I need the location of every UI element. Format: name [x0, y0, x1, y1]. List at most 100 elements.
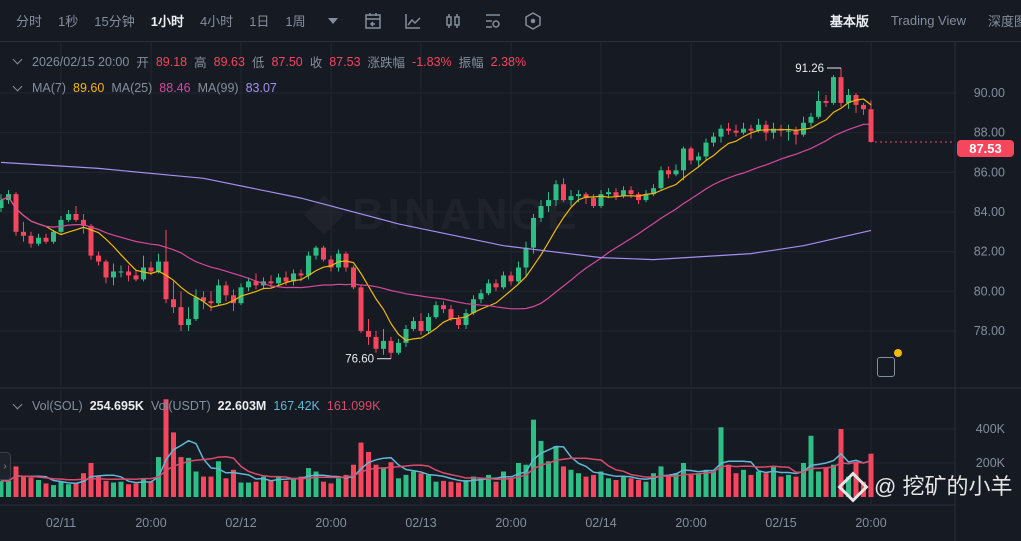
volume-bar	[418, 473, 424, 497]
candle-body	[561, 184, 566, 201]
interval-4h[interactable]: 4小时	[199, 14, 234, 29]
interval-1s[interactable]: 1秒	[58, 14, 79, 29]
candlestick-icon[interactable]	[444, 12, 462, 30]
amplitude-value: 2.38%	[490, 54, 527, 69]
volume-bar	[313, 471, 319, 497]
interval-1w[interactable]: 1周	[285, 14, 306, 29]
candle-body	[66, 213, 71, 220]
candle-body	[471, 299, 476, 314]
volume-bar	[531, 419, 536, 497]
candle-body	[13, 194, 19, 232]
volume-bar	[13, 466, 19, 497]
interval-1h[interactable]: 1小时	[150, 14, 184, 29]
candle-body	[838, 77, 844, 103]
candle-body	[568, 196, 574, 201]
volume-bar	[141, 478, 146, 497]
volume-bar	[403, 474, 409, 497]
volume-bar	[696, 473, 701, 497]
candle-body	[231, 295, 236, 304]
candle-body	[583, 194, 589, 199]
settings-filter-icon[interactable]	[484, 12, 502, 30]
volume-bar	[231, 469, 236, 497]
calendar-icon[interactable]	[364, 12, 382, 30]
tab-depth[interactable]: 深度图	[987, 14, 1021, 29]
volume-bar	[493, 481, 499, 497]
candle-body	[88, 225, 94, 256]
candle-body	[868, 109, 874, 142]
tab-trading-view[interactable]: Trading View	[890, 13, 966, 28]
candle-body	[456, 319, 461, 326]
candle-body	[178, 307, 184, 326]
interval-1d[interactable]: 1日	[249, 14, 270, 29]
price-tick-label: 86.00	[974, 165, 1005, 179]
candle-body	[643, 194, 649, 201]
candle-body	[433, 305, 439, 318]
volume-bar	[523, 464, 529, 497]
price-tick-label: 84.00	[974, 205, 1005, 219]
volume-bar	[216, 461, 221, 497]
close-value: 87.53	[329, 54, 361, 69]
volume-bar	[763, 473, 769, 497]
notes-icon[interactable]	[877, 349, 902, 377]
time-tick-label: 20:00	[495, 516, 526, 530]
change-label: 涨跌幅	[367, 56, 406, 70]
collapse-chevron-icon[interactable]	[12, 81, 23, 91]
candle-body	[403, 328, 409, 343]
time-tick-label: 20:00	[315, 516, 346, 530]
candle-body	[621, 190, 626, 197]
volume-bar	[621, 476, 626, 497]
volume-bar	[336, 478, 341, 497]
candle-body	[373, 336, 379, 349]
high-value: 89.63	[213, 54, 245, 69]
candle-body	[388, 340, 394, 353]
candle-body	[733, 130, 739, 133]
volume-bar	[658, 466, 664, 497]
candle-body	[598, 194, 604, 207]
volume-bar	[636, 480, 641, 497]
expand-panel-button[interactable]: ›	[0, 452, 11, 480]
volume-bar	[163, 399, 169, 497]
open-label: 开	[136, 56, 149, 70]
volume-bar	[111, 482, 116, 497]
vol-usdt-value: 22.603M	[217, 399, 267, 413]
candle-body	[156, 261, 161, 272]
volume-bar	[88, 463, 94, 497]
time-tick-label: 20:00	[855, 516, 886, 530]
volume-bar	[463, 480, 469, 497]
candle-body	[546, 200, 551, 207]
ma99-value: 83.07	[245, 81, 277, 95]
volume-bar	[298, 476, 304, 497]
ma25-value: 88.46	[159, 81, 191, 95]
volume-bar	[21, 476, 26, 497]
candle-body	[553, 184, 559, 201]
volume-bar	[771, 466, 776, 497]
volume-bar	[643, 481, 649, 497]
volume-bar	[591, 474, 596, 497]
collapse-chevron-icon[interactable]	[12, 54, 23, 65]
candle-body	[523, 247, 529, 268]
indicator-line-icon[interactable]	[404, 12, 422, 30]
volume-bar	[148, 481, 154, 497]
interval-15m[interactable]: 15分钟	[94, 14, 135, 29]
volume-bar	[756, 471, 761, 497]
volume-bar	[846, 476, 851, 497]
volume-ma-long-line	[1, 456, 872, 482]
volume-bar	[328, 483, 334, 497]
tab-basic[interactable]: 基本版	[829, 14, 869, 29]
candle-body	[771, 128, 776, 133]
interval-fenshi[interactable]: 分时	[16, 14, 43, 29]
volume-bar	[613, 480, 619, 497]
collapse-chevron-icon[interactable]	[12, 399, 23, 409]
hexagon-settings-icon[interactable]	[524, 11, 542, 30]
volume-bar	[786, 474, 791, 497]
more-intervals-dropdown-icon[interactable]	[324, 12, 342, 30]
view-tabs: 基本版 Trading View 深度图	[808, 0, 1021, 41]
candle-body	[366, 330, 371, 337]
candle-body	[636, 194, 641, 201]
volume-bar	[471, 476, 476, 497]
volume-bar	[201, 476, 206, 497]
candle-body	[441, 305, 446, 310]
volume-bar	[396, 478, 401, 497]
vol-usdt-label: Vol(USDT)	[150, 399, 211, 413]
